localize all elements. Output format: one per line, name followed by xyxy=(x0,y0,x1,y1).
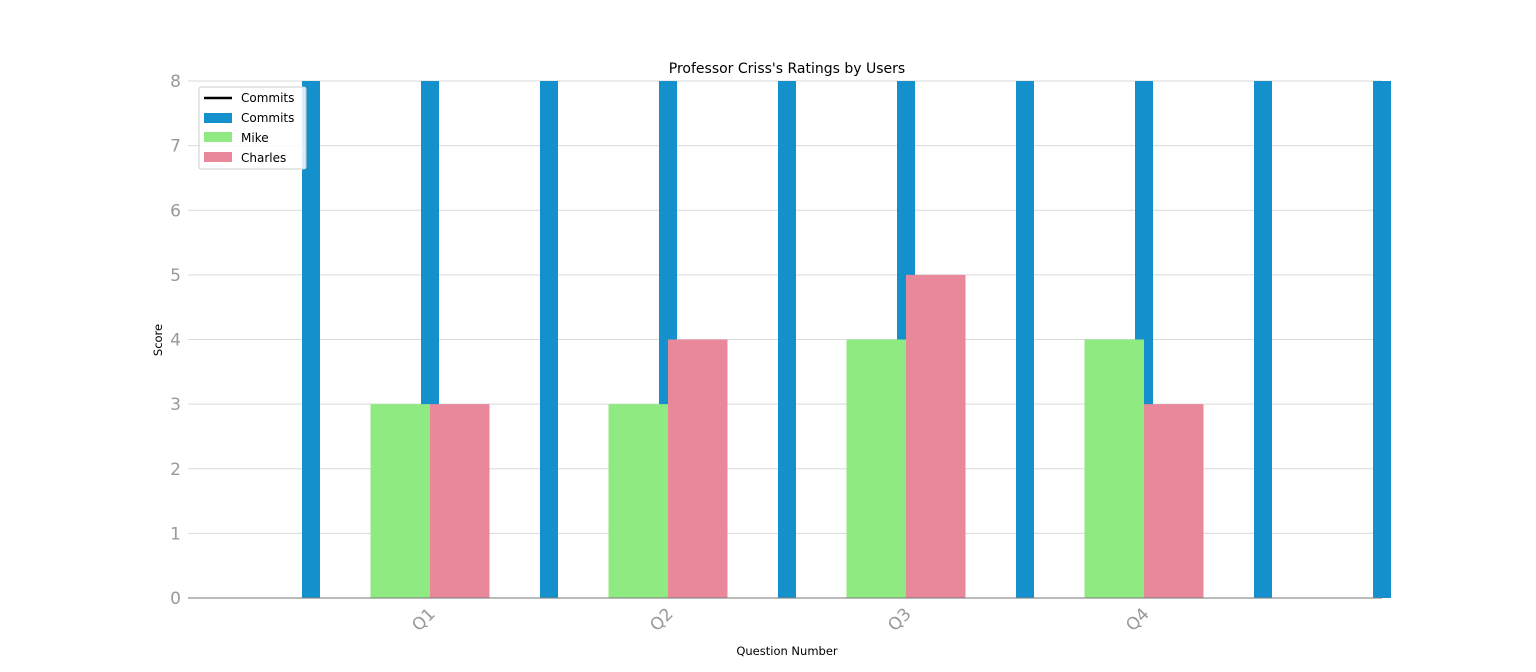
bar-charles-q1 xyxy=(430,404,490,598)
y-tick-label: 2 xyxy=(170,460,181,480)
y-tick-label: 1 xyxy=(170,524,181,544)
x-tick-label: Q3 xyxy=(884,604,915,635)
bars xyxy=(302,81,1391,598)
commits-bar xyxy=(540,81,558,598)
commits-bar xyxy=(1373,81,1391,598)
y-tick-label: 8 xyxy=(170,72,181,92)
legend-label-commits-line: Commits xyxy=(241,91,294,105)
y-tick-label: 4 xyxy=(170,331,181,351)
x-axis-label: Question Number xyxy=(736,644,838,658)
commits-bar xyxy=(1016,81,1034,598)
legend-swatch-charles xyxy=(204,152,232,162)
bar-charles-q3 xyxy=(906,274,966,598)
x-tick-label: Q1 xyxy=(408,604,439,635)
commits-bar xyxy=(778,81,796,598)
bar-mike-q1 xyxy=(370,404,430,598)
x-tick-label: Q4 xyxy=(1122,604,1153,635)
legend-label-commits-bar: Commits xyxy=(241,111,294,125)
bar-charles-q2 xyxy=(668,339,728,598)
y-tick-labels: 0 1 2 3 4 5 6 7 8 xyxy=(170,72,181,609)
legend-swatch-commits-bar xyxy=(204,113,232,123)
y-tick-label: 0 xyxy=(170,589,181,609)
commits-bar xyxy=(1254,81,1272,598)
y-tick-label: 7 xyxy=(170,137,181,157)
bar-mike-q3 xyxy=(846,339,906,598)
bar-mike-q4 xyxy=(1084,339,1144,598)
legend-label-mike: Mike xyxy=(241,131,269,145)
bar-charles-q4 xyxy=(1144,404,1204,598)
y-tick-label: 5 xyxy=(170,266,181,286)
bar-mike-q2 xyxy=(608,404,668,598)
commits-bar xyxy=(302,81,320,598)
legend: Commits Commits Mike Charles xyxy=(198,86,307,170)
chart-title: Professor Criss's Ratings by Users xyxy=(669,61,905,77)
legend-swatch-mike xyxy=(204,132,232,142)
x-tick-labels: Q1 Q2 Q3 Q4 xyxy=(408,604,1153,635)
y-tick-label: 6 xyxy=(170,201,181,221)
legend-label-charles: Charles xyxy=(241,151,286,165)
y-axis-label: Score xyxy=(151,324,165,356)
legend-box xyxy=(198,86,307,170)
y-tick-label: 3 xyxy=(170,395,181,415)
x-tick-label: Q2 xyxy=(646,604,677,635)
